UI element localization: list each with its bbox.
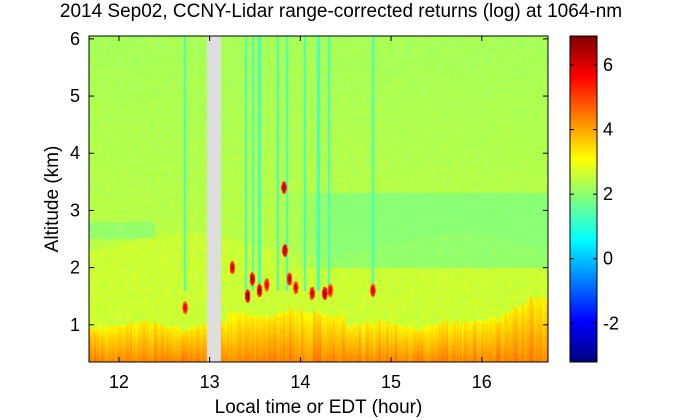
colorbar: -2 0 2 4 6 [569, 35, 619, 363]
colorbar-tick-label: 0 [603, 249, 613, 269]
chart-title: 2014 Sep02, CCNY-Lidar range-corrected r… [59, 1, 623, 22]
y-tick-label: 2 [70, 258, 80, 278]
y-tick-label: 1 [70, 315, 80, 335]
x-axis-label: Local time or EDT (hour) [215, 397, 423, 418]
y-axis: 1 2 3 4 5 6 [70, 29, 548, 335]
x-tick-label: 12 [109, 372, 129, 392]
y-axis-label: Altitude (km) [42, 146, 63, 253]
y-tick-label: 4 [70, 143, 80, 163]
colorbar-tick-label: 6 [603, 55, 613, 75]
y-tick-label: 3 [70, 200, 80, 220]
plot-frame [88, 35, 549, 363]
y-tick-label: 5 [70, 86, 80, 106]
y-tick-label: 6 [70, 29, 80, 49]
lidar-heatmap [89, 36, 548, 362]
colorbar-tick-label: -2 [603, 313, 619, 333]
x-tick-label: 14 [290, 372, 310, 392]
colorbar-ticks: -2 0 2 4 6 [570, 55, 619, 333]
x-tick-label: 15 [381, 372, 401, 392]
colorbar-tick-label: 4 [603, 120, 613, 140]
x-tick-label: 13 [200, 372, 220, 392]
colorbar-gradient [570, 36, 597, 362]
colorbar-tick-label: 2 [603, 184, 613, 204]
colorbar-frame [569, 35, 598, 363]
x-axis: 12 13 14 15 16 [109, 36, 492, 392]
x-tick-label: 16 [472, 372, 492, 392]
